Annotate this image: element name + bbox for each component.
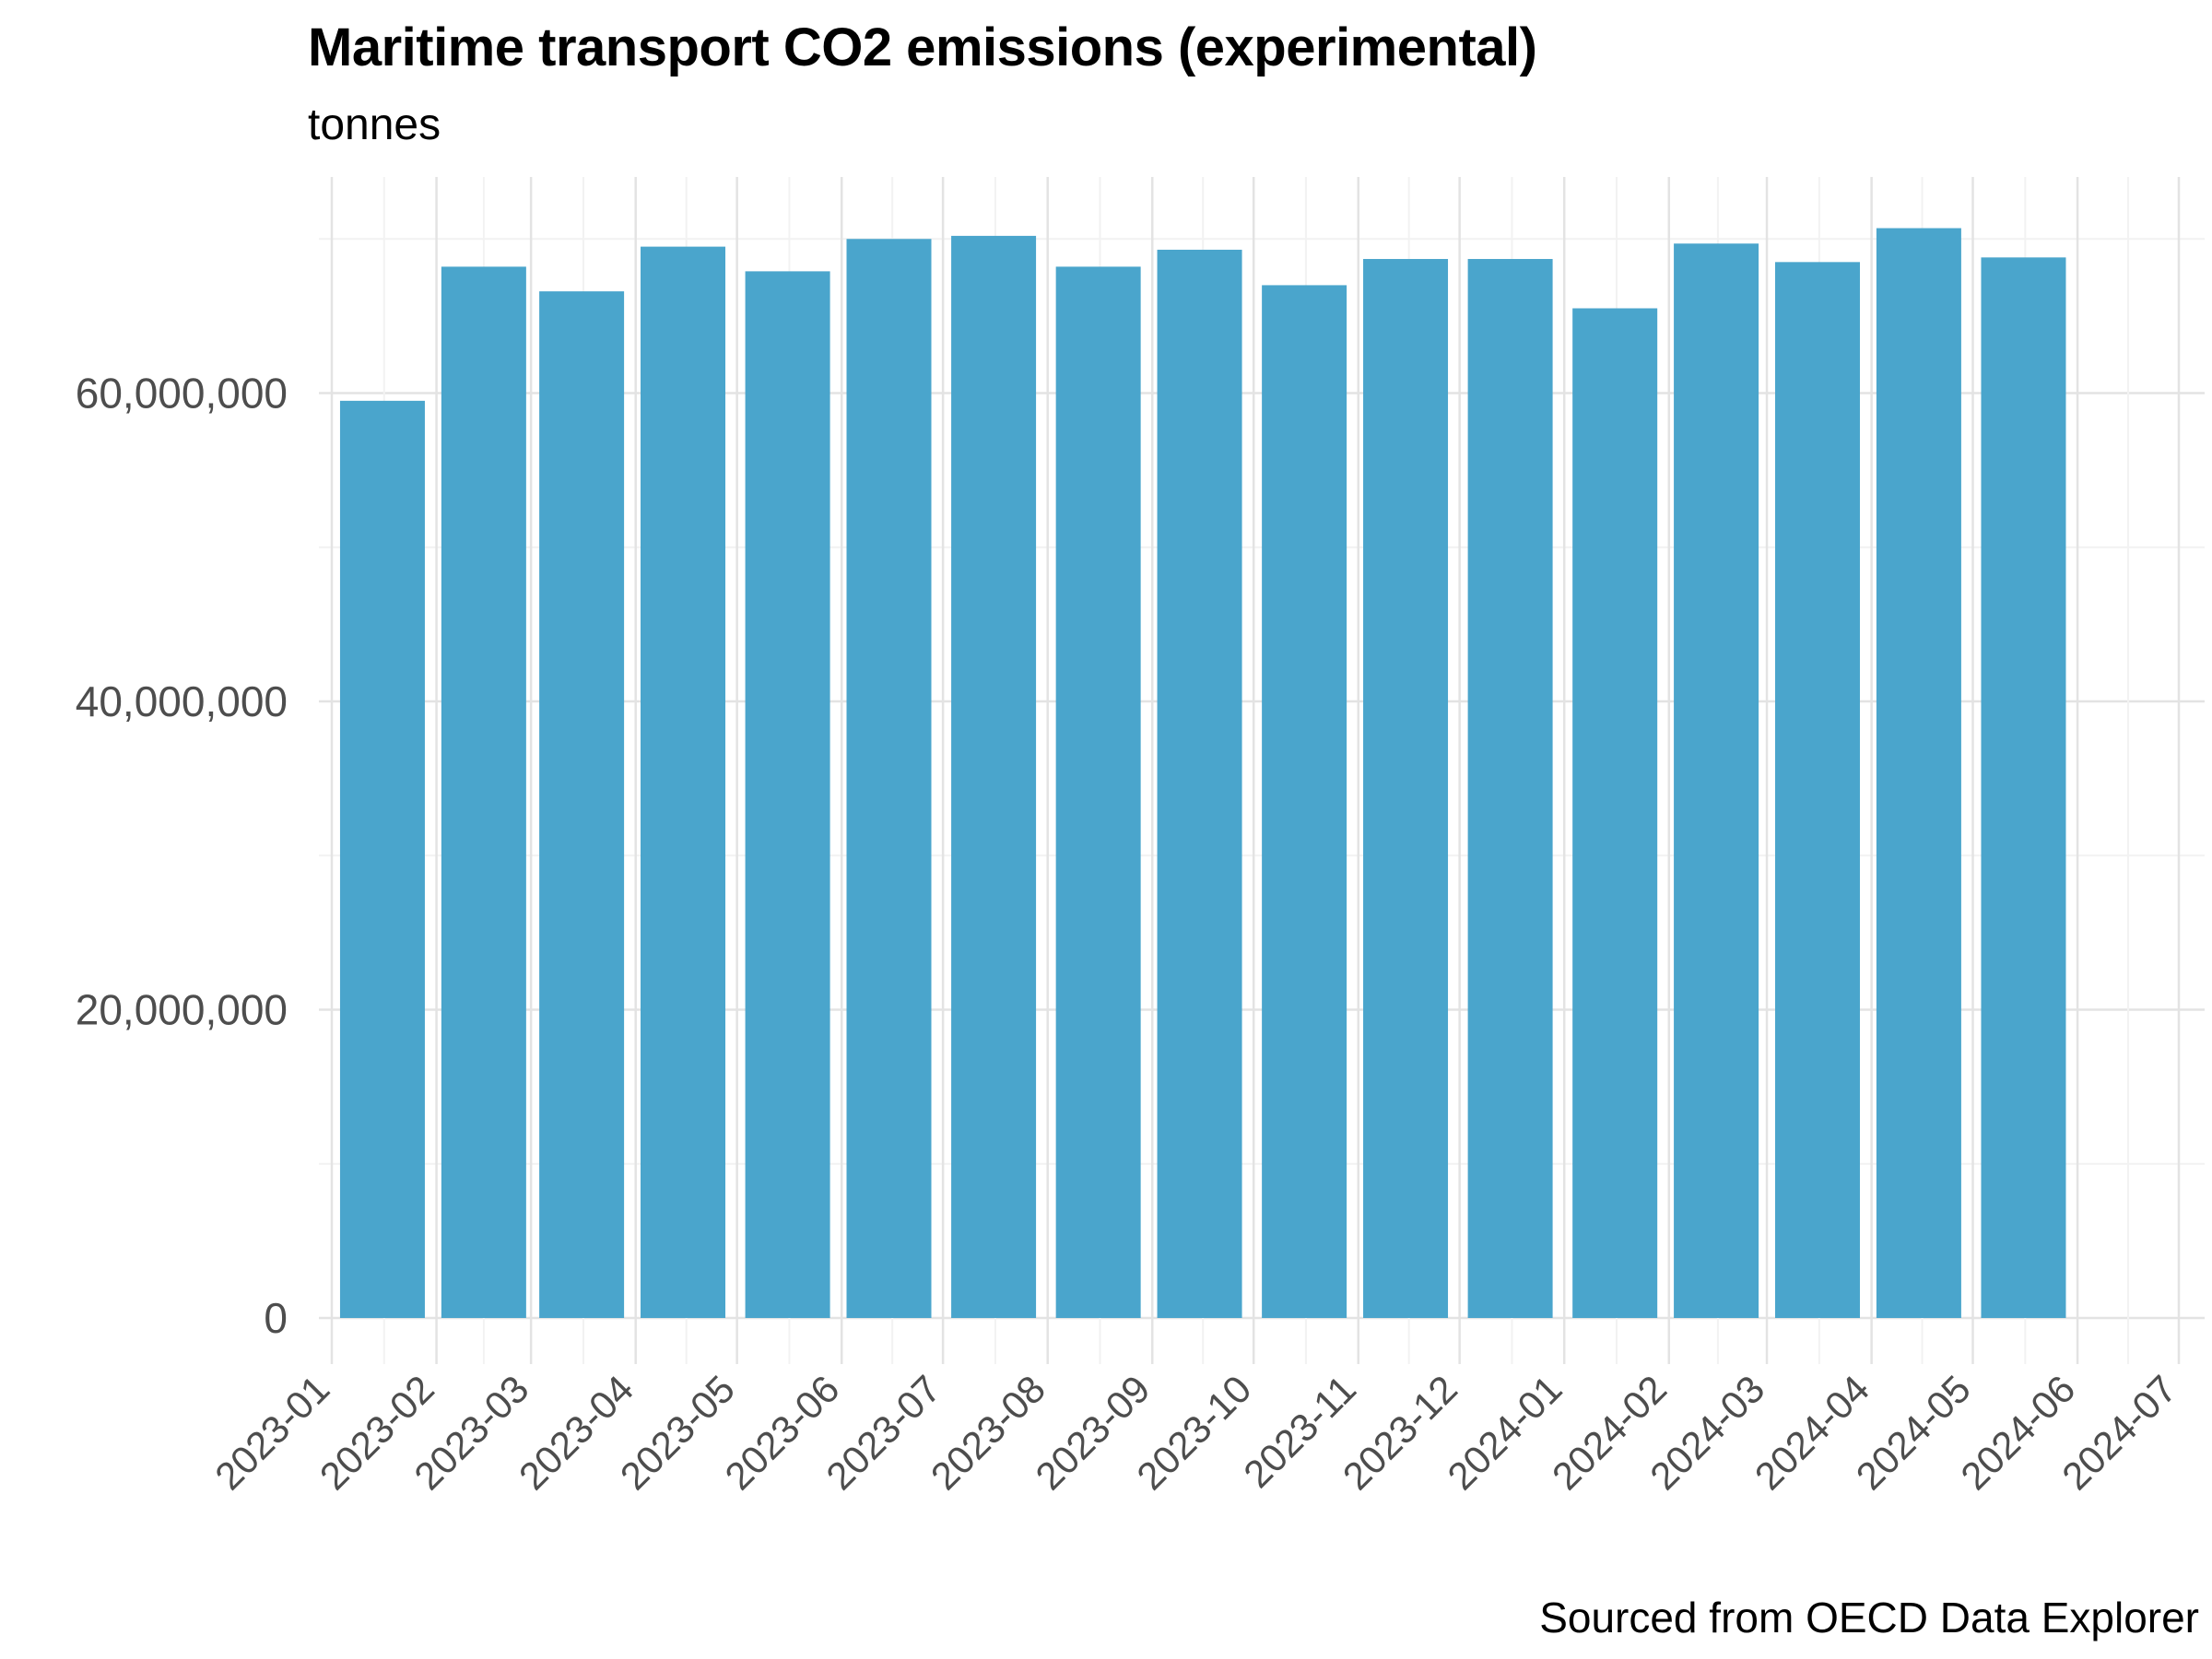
bars <box>339 228 2066 1319</box>
chart-caption: Sourced from OECD Data Explorer <box>1539 1594 2199 1641</box>
x-tick-label: 2023-08 <box>923 1367 1053 1498</box>
bar-6 <box>846 239 932 1318</box>
bar-15 <box>1774 262 1860 1318</box>
x-axis: 2023-012023-022023-032023-042023-052023-… <box>206 1367 2184 1498</box>
bar-16 <box>1876 228 1961 1319</box>
bar-12 <box>1467 258 1553 1319</box>
x-tick-label: 2023-10 <box>1128 1367 1259 1498</box>
x-tick-label: 2023-05 <box>612 1367 743 1498</box>
y-tick-label: 20,000,000 <box>76 986 288 1034</box>
bar-10 <box>1262 285 1347 1318</box>
bar-7 <box>951 235 1037 1318</box>
y-tick-label: 40,000,000 <box>76 677 288 725</box>
bar-3 <box>539 291 625 1318</box>
x-tick-label: 2024-01 <box>1439 1367 1570 1498</box>
bar-11 <box>1363 258 1449 1319</box>
y-axis: 0 20,000,000 40,000,000 60,000,000 <box>76 370 288 1343</box>
bar-4 <box>641 246 726 1318</box>
x-tick-label: 2023-07 <box>818 1367 948 1498</box>
bar-14 <box>1674 243 1759 1319</box>
x-tick-label: 2023-12 <box>1335 1367 1465 1498</box>
chart-subtitle: tonnes <box>308 100 441 149</box>
x-tick-label: 2024-07 <box>2053 1367 2184 1498</box>
y-tick-label: 0 <box>264 1294 288 1342</box>
x-tick-label: 2023-01 <box>206 1367 337 1498</box>
bar-1 <box>339 400 425 1318</box>
bar-5 <box>745 271 830 1318</box>
x-tick-label: 2024-05 <box>1848 1367 1979 1498</box>
chart-title: Maritime transport CO2 emissions (experi… <box>308 18 1537 77</box>
y-tick-label: 60,000,000 <box>76 370 288 418</box>
bar-8 <box>1055 266 1141 1319</box>
bar-9 <box>1157 249 1242 1318</box>
bar-2 <box>441 266 526 1319</box>
bar-17 <box>1981 257 2066 1318</box>
bar-13 <box>1572 308 1658 1319</box>
